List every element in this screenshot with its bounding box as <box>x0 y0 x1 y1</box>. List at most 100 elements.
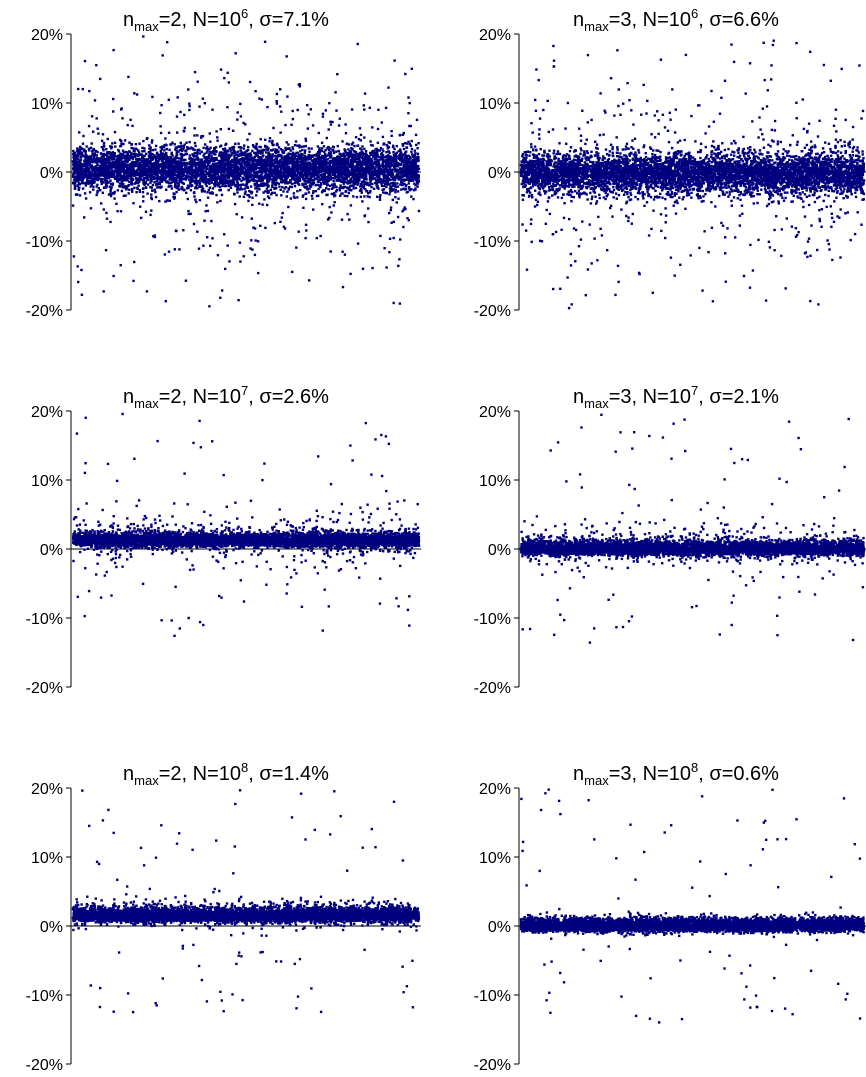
data-point <box>194 127 196 129</box>
data-point <box>414 188 416 190</box>
data-point <box>305 224 307 226</box>
data-point <box>204 102 206 104</box>
data-point <box>292 152 294 154</box>
data-point <box>321 150 323 152</box>
data-point <box>121 190 123 192</box>
data-point <box>355 187 357 189</box>
data-point <box>91 142 93 144</box>
data-point <box>194 71 196 73</box>
data-point <box>133 150 135 152</box>
data-point <box>276 102 278 104</box>
data-point <box>334 91 336 93</box>
data-point <box>154 148 156 150</box>
data-point <box>88 90 90 92</box>
data-point <box>255 239 257 241</box>
data-point <box>305 198 307 200</box>
data-point <box>391 135 393 137</box>
data-point <box>121 117 123 119</box>
data-point <box>390 222 392 224</box>
data-point <box>140 153 142 155</box>
data-point <box>85 197 87 199</box>
data-point <box>265 151 267 153</box>
data-point <box>346 213 348 215</box>
data-point <box>305 229 307 231</box>
data-point <box>196 152 198 154</box>
data-point <box>312 124 314 126</box>
data-point <box>215 151 217 153</box>
data-point <box>234 203 236 205</box>
data-point <box>403 183 405 185</box>
data-point <box>294 185 296 187</box>
data-point <box>137 149 139 151</box>
data-point <box>377 128 379 130</box>
data-point <box>357 242 359 244</box>
data-point <box>135 143 137 145</box>
scatter-panel-1: nmax=2, N=106, σ=7.1%20%10%0%-10%-20% <box>26 6 421 320</box>
data-point <box>286 195 288 197</box>
data-point <box>304 193 306 195</box>
data-point <box>250 185 252 187</box>
data-point <box>218 189 220 191</box>
data-point <box>355 155 357 157</box>
data-point <box>177 96 179 98</box>
data-point <box>121 107 123 109</box>
data-point <box>367 221 369 223</box>
data-point <box>120 210 122 212</box>
data-point <box>279 105 281 107</box>
data-point <box>209 187 211 189</box>
data-point <box>236 213 238 215</box>
data-point <box>138 143 140 145</box>
data-point <box>198 248 200 250</box>
data-point <box>208 305 210 307</box>
data-point <box>264 139 266 141</box>
data-point <box>360 148 362 150</box>
data-point <box>199 152 201 154</box>
data-point <box>311 195 313 197</box>
data-point <box>147 183 149 185</box>
data-point <box>240 147 242 149</box>
data-point <box>113 197 115 199</box>
data-point <box>127 76 129 78</box>
data-point <box>382 136 384 138</box>
data-point <box>159 112 161 114</box>
data-point <box>215 194 217 196</box>
data-point <box>359 185 361 187</box>
data-point <box>190 189 192 191</box>
data-point <box>344 123 346 125</box>
data-point <box>185 280 187 282</box>
data-point <box>299 153 301 155</box>
data-point <box>287 206 289 208</box>
data-point <box>241 188 243 190</box>
data-point <box>280 189 282 191</box>
data-point <box>77 158 79 160</box>
data-point <box>129 119 131 121</box>
data-point <box>337 145 339 147</box>
data-point <box>202 147 204 149</box>
data-point <box>342 286 344 288</box>
data-point <box>365 150 367 152</box>
data-point <box>240 115 242 117</box>
data-point <box>99 78 101 80</box>
data-point <box>286 141 288 143</box>
data-point <box>88 149 90 151</box>
data-point <box>389 238 391 240</box>
data-point <box>193 223 195 225</box>
data-point <box>388 193 390 195</box>
data-point <box>348 192 350 194</box>
data-point <box>352 195 354 197</box>
data-point <box>216 136 218 138</box>
data-point <box>96 194 98 196</box>
data-point <box>247 200 249 202</box>
data-point <box>118 185 120 187</box>
data-point <box>315 190 317 192</box>
data-point <box>209 245 211 247</box>
data-point <box>418 210 420 212</box>
data-point <box>371 267 373 269</box>
data-point <box>371 183 373 185</box>
data-point <box>227 176 229 178</box>
y-tick-label: 0% <box>40 165 63 182</box>
data-point <box>325 109 327 111</box>
data-point <box>328 188 330 190</box>
data-point <box>293 192 295 194</box>
data-point <box>360 196 362 198</box>
